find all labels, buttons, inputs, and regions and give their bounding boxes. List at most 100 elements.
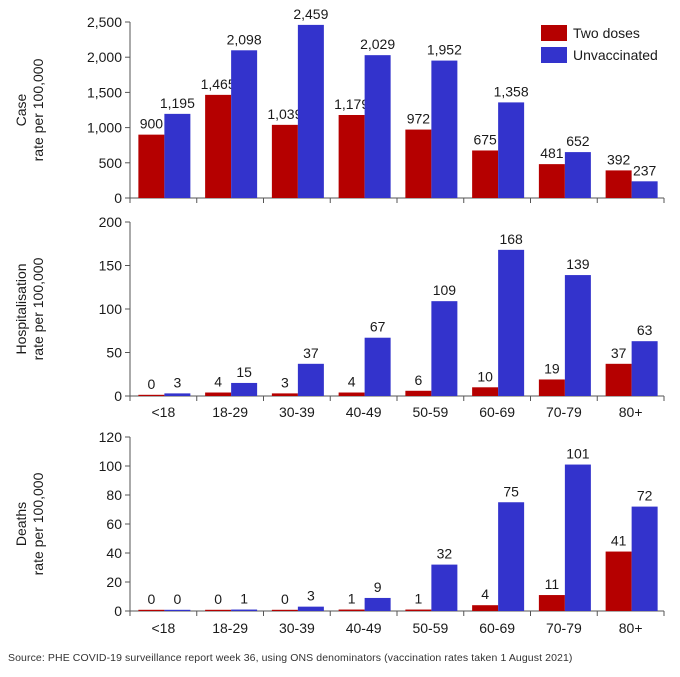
deaths-y-tick-label: 60	[106, 516, 122, 532]
case-y-tick-label: 500	[99, 155, 123, 171]
deaths-y-axis-title: Deaths rate per 100,000	[13, 472, 46, 575]
deaths-category-label: 70-79	[546, 620, 582, 636]
hospitalisation-category-label: 60-69	[479, 404, 515, 420]
case-y-tick-label: 2,000	[87, 49, 122, 65]
deaths-bar-two_doses	[605, 551, 632, 611]
deaths-bar-two_doses	[538, 595, 565, 611]
deaths-value-label: 75	[503, 483, 519, 499]
case-y-axis-title: Case rate per 100,000	[13, 58, 46, 161]
deaths-bar-two_doses	[138, 609, 165, 611]
case-bar-two_doses	[271, 124, 298, 198]
hospitalisation-bar-unvaccinated	[431, 301, 458, 396]
hospitalisation-value-label: 4	[348, 374, 356, 390]
hospitalisation-bar-two_doses	[538, 379, 565, 396]
case-value-label: 2,098	[227, 31, 262, 47]
hospitalisation-bar-two_doses	[271, 393, 298, 396]
hospitalisation-y-tick-label: 50	[106, 345, 122, 361]
deaths-bar-unvaccinated	[231, 609, 258, 611]
case-value-label: 900	[140, 116, 164, 132]
case-bar-two_doses	[405, 129, 432, 198]
hospitalisation-y-tick-label: 100	[99, 301, 123, 317]
hospitalisation-value-label: 168	[499, 231, 523, 247]
case-value-label: 1,952	[427, 42, 462, 58]
hospitalisation-category-label: 80+	[619, 404, 643, 420]
hospitalisation-value-label: 37	[303, 345, 319, 361]
hospitalisation-bar-two_doses	[472, 387, 499, 396]
hospitalisation-value-label: 4	[214, 374, 222, 390]
hospitalisation-y-tick-label: 200	[99, 214, 123, 230]
hospitalisation-category-label: <18	[152, 404, 176, 420]
hospitalisation-value-label: 3	[173, 374, 181, 390]
deaths-bar-unvaccinated	[498, 502, 525, 611]
case-bar-unvaccinated	[431, 60, 458, 199]
hospitalisation-y-tick-label: 0	[114, 388, 122, 404]
hospitalisation-y-tick-label: 150	[99, 258, 123, 274]
case-y-tick-label: 1,500	[87, 84, 122, 100]
deaths-bar-unvaccinated	[164, 609, 191, 611]
deaths-category-label: 80+	[619, 620, 643, 636]
hospitalisation-bar-unvaccinated	[564, 275, 591, 396]
case-bar-unvaccinated	[297, 24, 324, 199]
case-bar-two_doses	[138, 134, 165, 198]
case-value-label: 1,465	[201, 76, 236, 92]
case-bar-two_doses	[472, 150, 499, 198]
hospitalisation-y-axis-title-line: rate per 100,000	[30, 257, 46, 360]
hospitalisation-category-label: 70-79	[546, 404, 582, 420]
hospitalisation-y-axis-title: Hospitalisation rate per 100,000	[13, 257, 46, 360]
case-y-axis-title-line: Case	[13, 93, 29, 126]
hospitalisation-value-label: 67	[370, 319, 386, 335]
hospitalisation-value-label: 3	[281, 374, 289, 390]
deaths-y-tick-label: 120	[99, 429, 123, 445]
deaths-value-label: 1	[348, 591, 356, 607]
hospitalisation-bar-unvaccinated	[231, 382, 258, 396]
case-bar-unvaccinated	[231, 50, 258, 199]
case-value-label: 2,029	[360, 36, 395, 52]
case-y-tick-label: 0	[114, 190, 122, 206]
case-value-label: 2,459	[293, 6, 328, 22]
hospitalisation-bar-unvaccinated	[498, 249, 525, 396]
deaths-category-label: 40-49	[346, 620, 382, 636]
deaths-bar-unvaccinated	[297, 606, 324, 611]
case-value-label: 972	[407, 111, 431, 127]
hospitalisation-value-label: 6	[414, 372, 422, 388]
hospitalisation-y-axis-title-line: Hospitalisation	[13, 263, 29, 354]
deaths-category-label: 30-39	[279, 620, 315, 636]
deaths-bar-unvaccinated	[364, 597, 391, 611]
deaths-y-tick-label: 0	[114, 603, 122, 619]
case-value-label: 1,179	[334, 96, 369, 112]
deaths-y-tick-label: 80	[106, 487, 122, 503]
hospitalisation-bar-two_doses	[405, 390, 432, 396]
deaths-value-label: 101	[566, 446, 590, 462]
case-bar-unvaccinated	[498, 102, 525, 198]
case-bar-unvaccinated	[631, 181, 658, 198]
deaths-value-label: 1	[240, 591, 248, 607]
legend-label-two_doses: Two doses	[573, 25, 640, 41]
deaths-value-label: 32	[437, 546, 453, 562]
deaths-bar-two_doses	[271, 609, 298, 611]
hospitalisation-value-label: 19	[544, 360, 560, 376]
deaths-category-label: 50-59	[412, 620, 448, 636]
case-bar-unvaccinated	[364, 55, 391, 198]
deaths-bar-two_doses	[338, 609, 365, 611]
case-value-label: 237	[633, 162, 657, 178]
deaths-y-axis-title-line: rate per 100,000	[30, 472, 46, 575]
hospitalisation-bar-two_doses	[605, 363, 632, 396]
case-bar-two_doses	[538, 164, 565, 198]
case-y-tick-label: 1,000	[87, 120, 122, 136]
deaths-value-label: 0	[173, 591, 181, 607]
deaths-category-label: <18	[152, 620, 176, 636]
case-value-label: 675	[473, 131, 497, 147]
hospitalisation-value-label: 15	[236, 364, 252, 380]
case-bar-two_doses	[338, 114, 365, 198]
hospitalisation-value-label: 10	[477, 368, 493, 384]
hospitalisation-value-label: 63	[637, 322, 653, 338]
case-value-label: 1,358	[494, 83, 529, 99]
hospitalisation-value-label: 37	[611, 345, 627, 361]
legend-label-unvaccinated: Unvaccinated	[573, 47, 658, 63]
source-note: Source: PHE COVID-19 surveillance report…	[8, 652, 573, 664]
case-bar-unvaccinated	[564, 152, 591, 198]
deaths-value-label: 3	[307, 588, 315, 604]
case-value-label: 652	[566, 133, 590, 149]
legend-swatch-two_doses	[541, 25, 567, 41]
